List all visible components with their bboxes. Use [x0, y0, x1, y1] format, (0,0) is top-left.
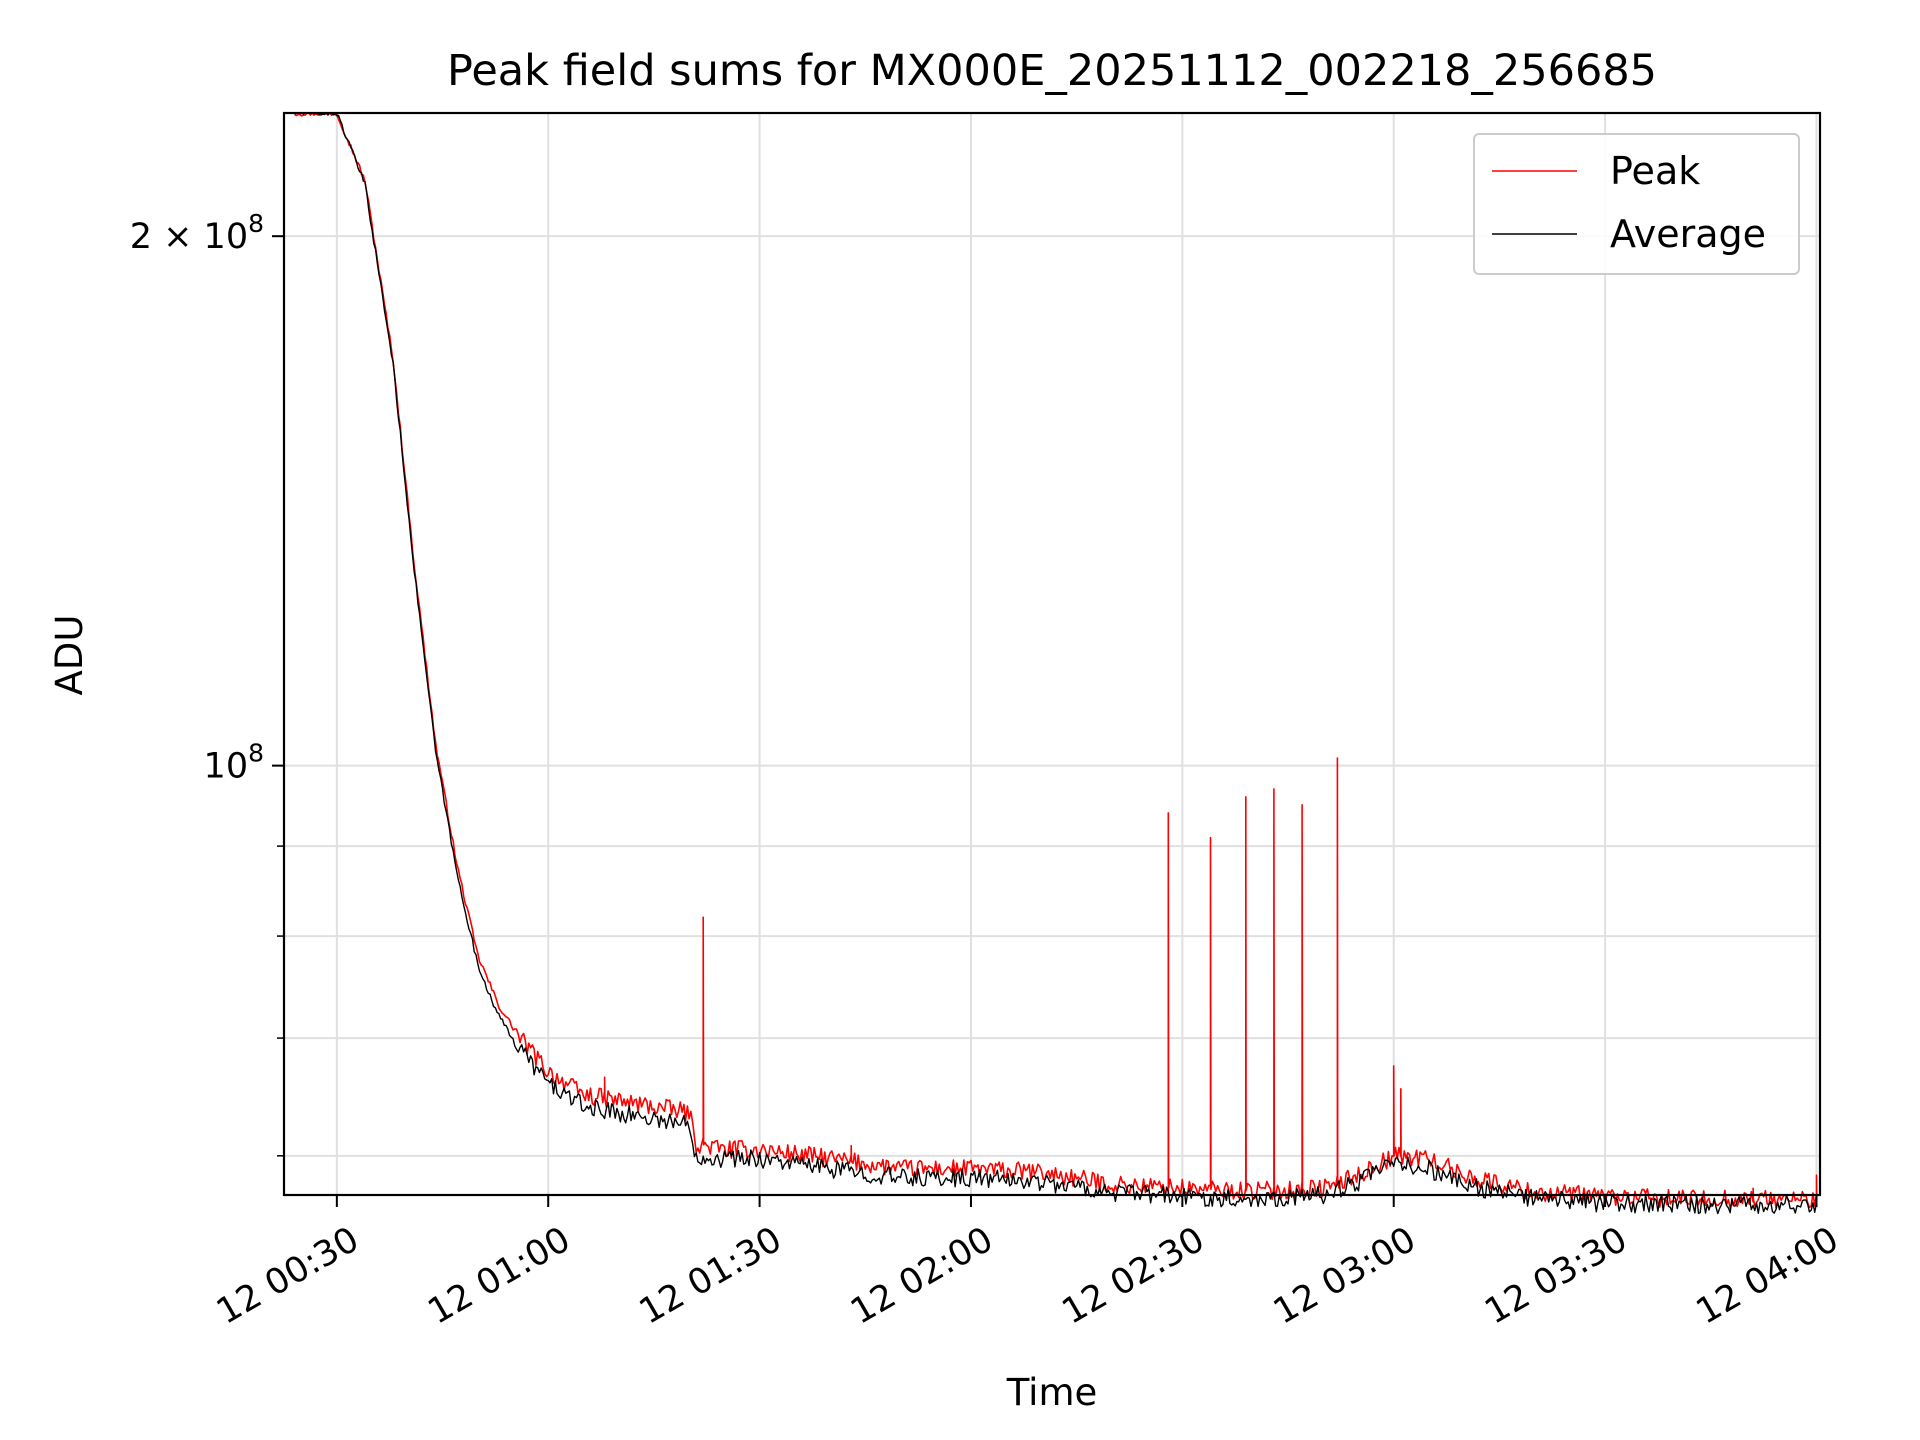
y-tick-exponent: 8: [248, 739, 264, 768]
plot-frame: [282, 111, 1822, 1197]
grid-layer: [284, 113, 1820, 1195]
legend-label-average: Average: [1610, 212, 1766, 256]
legend-label-peak: Peak: [1610, 149, 1700, 193]
y-tick-mantissa: 2: [130, 217, 152, 257]
y-tick-base: 10: [204, 747, 249, 787]
y-tick-times: ×: [152, 217, 204, 257]
y-tick-label: 2 × 108: [130, 209, 264, 257]
legend[interactable]: Peak Average: [1473, 133, 1800, 275]
y-axis-label: ADU: [48, 615, 91, 696]
y-tick-exponent: 8: [248, 209, 264, 238]
series-line-average: [294, 112, 1818, 1215]
chart-title: Peak field sums for MX000E_20251112_0022…: [447, 46, 1657, 96]
x-axis-label: Time: [1006, 1371, 1098, 1414]
series-layer: [294, 112, 1818, 1215]
legend-box: [1473, 133, 1800, 275]
y-tick-label: 108: [204, 739, 264, 787]
y-tick-base: 10: [204, 217, 249, 257]
